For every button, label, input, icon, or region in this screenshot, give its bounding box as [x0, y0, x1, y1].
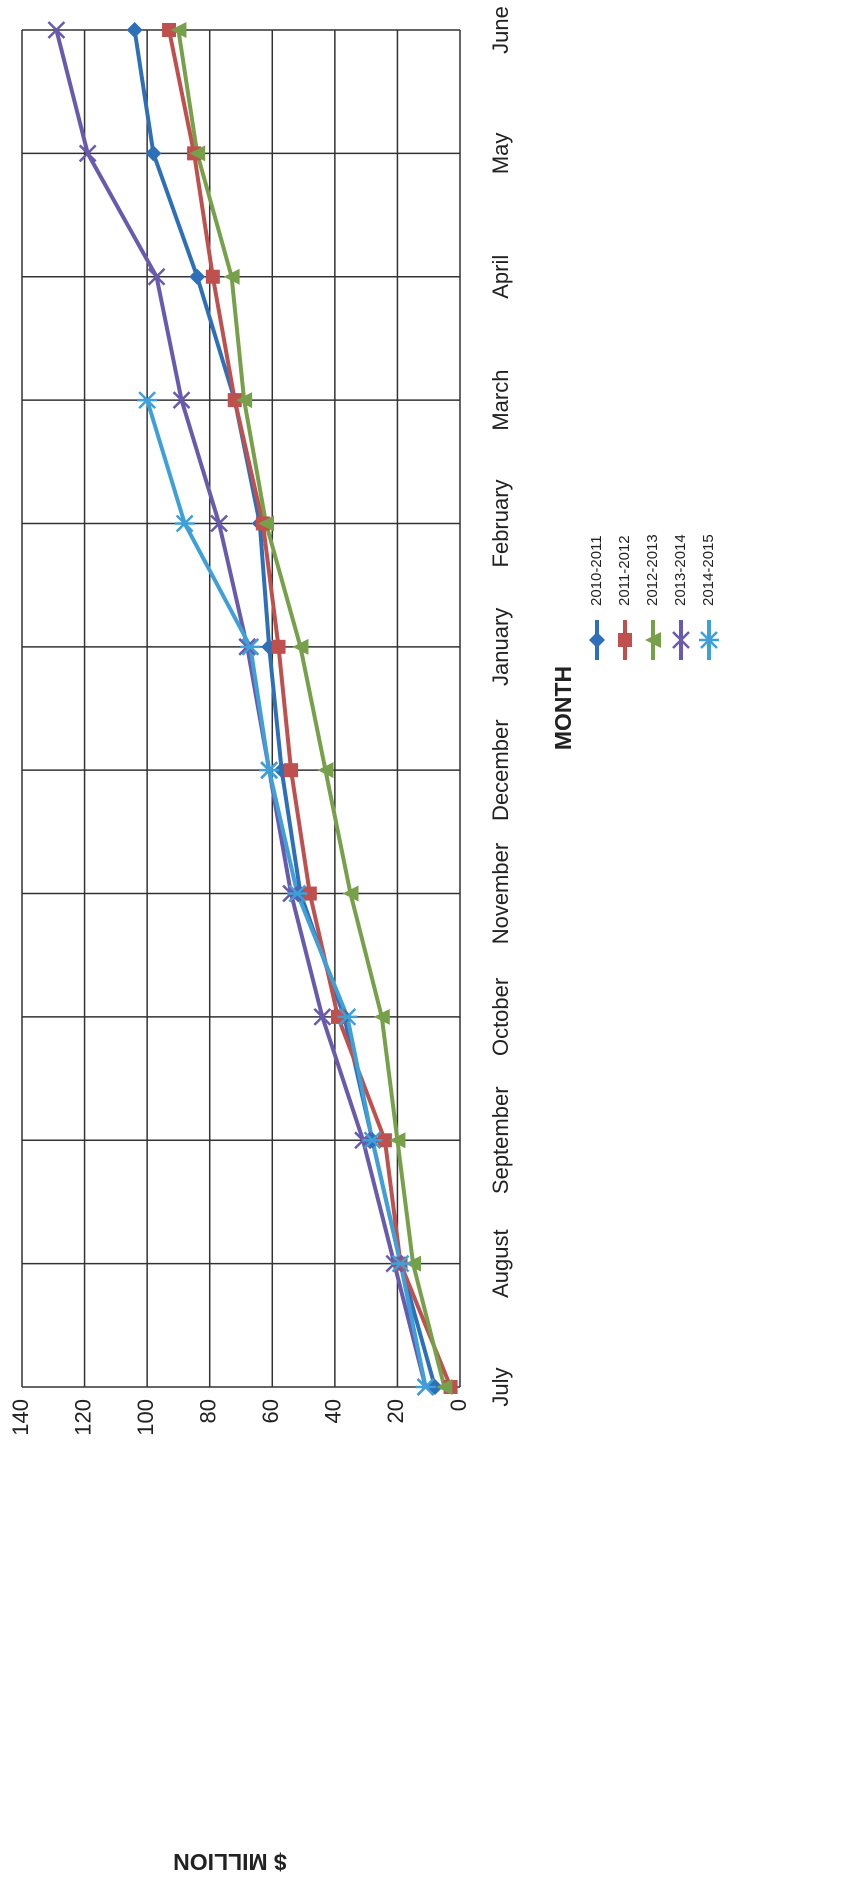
marker [126, 22, 143, 38]
x-tick-label: August [488, 1229, 513, 1298]
marker [174, 514, 195, 533]
x-tick-label: June [488, 6, 513, 54]
series-line [167, 29, 453, 1388]
y-tick-label: 40 [321, 1399, 346, 1423]
marker [259, 761, 280, 780]
marker [205, 269, 220, 284]
y-tick-label: 120 [70, 1399, 95, 1436]
marker [189, 145, 206, 162]
legend-label: 2012-2013 [644, 534, 661, 606]
y-tick-label: 0 [446, 1399, 471, 1411]
marker [389, 1132, 406, 1149]
x-tick-label: September [488, 1086, 513, 1194]
marker [284, 763, 299, 778]
marker [47, 21, 66, 39]
marker [287, 884, 308, 903]
y-tick-label: 140 [8, 1399, 33, 1436]
marker [699, 631, 719, 649]
marker [415, 1378, 436, 1396]
marker [210, 514, 228, 533]
marker [292, 638, 309, 655]
x-tick-label: October [488, 978, 513, 1056]
marker [672, 631, 690, 649]
x-axis-title: MONTH [550, 666, 576, 750]
legend-label: 2011-2012 [616, 535, 633, 606]
marker [78, 144, 97, 163]
x-tick-label: April [488, 255, 513, 299]
y-tick-label: 100 [133, 1399, 158, 1436]
x-tick-label: May [488, 133, 513, 175]
y-tick-label: 20 [383, 1399, 408, 1423]
y-axis-title: $ MILLION [173, 1849, 287, 1875]
marker [227, 393, 242, 408]
marker [271, 639, 286, 654]
marker [170, 22, 187, 38]
x-tick-label: March [488, 370, 513, 431]
rotated-chart: MONTH $ MILLION 0 20 40 60 80 100 120 140 July Au… [8, 6, 719, 1875]
marker [162, 23, 177, 37]
x-tick-label: February [488, 479, 513, 567]
x-tick-label: December [488, 719, 513, 820]
series-line [54, 29, 428, 1388]
y-tick-label: 80 [196, 1399, 221, 1423]
marker [147, 267, 166, 286]
marker [589, 632, 605, 648]
marker [377, 1133, 392, 1148]
legend-label: 2014-2015 [700, 534, 717, 606]
marker [362, 1131, 383, 1150]
x-tick-label: November [488, 843, 513, 944]
x-tick-label: July [488, 1367, 513, 1406]
marker [645, 632, 661, 648]
marker [172, 391, 191, 409]
x-tick-label: January [488, 608, 513, 686]
legend-label: 2013-2014 [672, 534, 689, 606]
marker [390, 1254, 411, 1273]
marker [405, 1255, 422, 1272]
marker [145, 145, 162, 162]
series-line [176, 29, 447, 1388]
marker [240, 637, 261, 656]
marker [373, 1008, 390, 1025]
marker [189, 268, 206, 285]
marker [258, 515, 275, 532]
marker [137, 391, 158, 409]
legend-label: 2010-2011 [588, 535, 605, 606]
marker [342, 885, 359, 902]
marker [317, 762, 334, 779]
marker [223, 268, 240, 285]
marker [302, 886, 317, 901]
marker [436, 1379, 453, 1395]
marker [236, 392, 253, 409]
y-tick-label: 60 [258, 1399, 283, 1423]
marker [337, 1008, 358, 1026]
marker [618, 633, 632, 647]
marker [313, 1008, 332, 1026]
